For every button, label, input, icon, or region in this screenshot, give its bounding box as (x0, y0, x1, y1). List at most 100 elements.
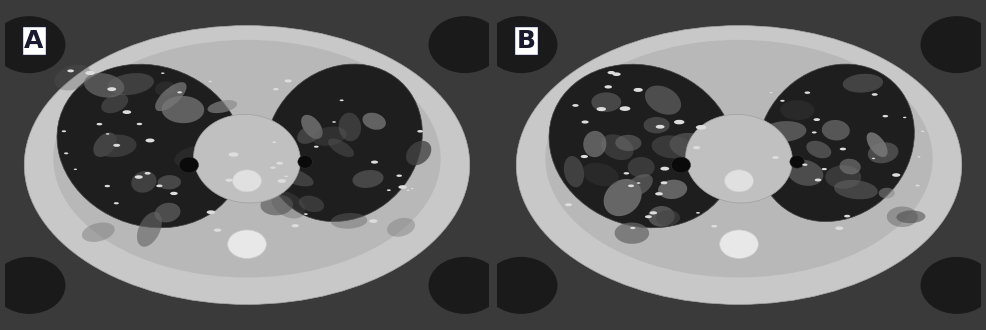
Ellipse shape (137, 123, 142, 125)
Ellipse shape (805, 91, 810, 94)
Ellipse shape (113, 144, 120, 147)
Ellipse shape (780, 100, 785, 102)
Ellipse shape (53, 40, 441, 278)
Ellipse shape (780, 100, 814, 120)
Ellipse shape (107, 87, 116, 91)
Ellipse shape (623, 172, 629, 175)
Ellipse shape (106, 133, 109, 135)
Ellipse shape (67, 69, 74, 72)
Ellipse shape (105, 185, 110, 187)
Ellipse shape (517, 26, 961, 304)
Ellipse shape (867, 132, 887, 157)
Ellipse shape (406, 190, 409, 191)
Ellipse shape (406, 141, 431, 165)
Ellipse shape (135, 175, 143, 179)
Ellipse shape (821, 120, 850, 141)
Text: B: B (517, 29, 535, 53)
Ellipse shape (757, 64, 914, 221)
Ellipse shape (650, 211, 657, 215)
Ellipse shape (545, 40, 933, 278)
Ellipse shape (825, 165, 861, 189)
Ellipse shape (607, 71, 615, 74)
Ellipse shape (656, 125, 665, 129)
Ellipse shape (313, 127, 347, 146)
Ellipse shape (62, 130, 66, 132)
Ellipse shape (429, 257, 501, 314)
Ellipse shape (54, 65, 92, 90)
Ellipse shape (162, 96, 204, 123)
Ellipse shape (583, 163, 619, 186)
Ellipse shape (369, 219, 378, 223)
Ellipse shape (272, 142, 276, 143)
Ellipse shape (915, 184, 920, 186)
Ellipse shape (207, 100, 237, 113)
Ellipse shape (604, 85, 612, 88)
Ellipse shape (158, 175, 181, 189)
Ellipse shape (194, 146, 229, 173)
Ellipse shape (762, 121, 807, 142)
Ellipse shape (94, 135, 136, 157)
Ellipse shape (652, 135, 692, 158)
Ellipse shape (921, 257, 986, 314)
Ellipse shape (549, 64, 736, 228)
Ellipse shape (233, 170, 261, 192)
Ellipse shape (274, 167, 314, 186)
Ellipse shape (179, 157, 198, 173)
Ellipse shape (122, 110, 131, 114)
Ellipse shape (656, 210, 680, 226)
Ellipse shape (137, 212, 162, 247)
Ellipse shape (696, 125, 706, 130)
Ellipse shape (787, 160, 823, 186)
Ellipse shape (896, 211, 926, 223)
Ellipse shape (592, 92, 621, 112)
Ellipse shape (624, 174, 653, 197)
Ellipse shape (600, 134, 634, 160)
Ellipse shape (228, 230, 266, 258)
Ellipse shape (803, 164, 808, 166)
Ellipse shape (339, 99, 344, 101)
Ellipse shape (872, 93, 878, 96)
Ellipse shape (85, 71, 95, 75)
Ellipse shape (107, 73, 154, 95)
Ellipse shape (669, 133, 713, 159)
Ellipse shape (886, 207, 918, 227)
Ellipse shape (74, 169, 77, 170)
Ellipse shape (265, 64, 422, 221)
Ellipse shape (363, 113, 386, 130)
Ellipse shape (177, 91, 182, 93)
Ellipse shape (292, 224, 299, 227)
Ellipse shape (208, 81, 212, 82)
Ellipse shape (161, 73, 165, 74)
Ellipse shape (396, 175, 402, 177)
Ellipse shape (840, 148, 846, 150)
Ellipse shape (720, 230, 758, 258)
Ellipse shape (411, 188, 414, 189)
Ellipse shape (260, 194, 293, 215)
Ellipse shape (835, 226, 843, 230)
Ellipse shape (693, 146, 700, 149)
Ellipse shape (565, 203, 572, 206)
Ellipse shape (903, 117, 906, 118)
Ellipse shape (882, 115, 888, 117)
Ellipse shape (84, 73, 124, 98)
Ellipse shape (226, 179, 233, 182)
Ellipse shape (564, 156, 584, 187)
Ellipse shape (645, 85, 681, 115)
Ellipse shape (645, 215, 652, 218)
Ellipse shape (811, 131, 816, 134)
Ellipse shape (584, 131, 606, 157)
Ellipse shape (725, 170, 753, 192)
Ellipse shape (711, 225, 717, 228)
Ellipse shape (331, 213, 367, 229)
Ellipse shape (872, 158, 876, 159)
Ellipse shape (572, 104, 579, 107)
Ellipse shape (97, 123, 103, 125)
Ellipse shape (82, 222, 114, 242)
Ellipse shape (429, 16, 501, 73)
Ellipse shape (156, 184, 163, 187)
Ellipse shape (276, 162, 283, 165)
Ellipse shape (619, 106, 630, 111)
Ellipse shape (64, 152, 68, 154)
Ellipse shape (614, 222, 649, 244)
Ellipse shape (917, 156, 921, 157)
